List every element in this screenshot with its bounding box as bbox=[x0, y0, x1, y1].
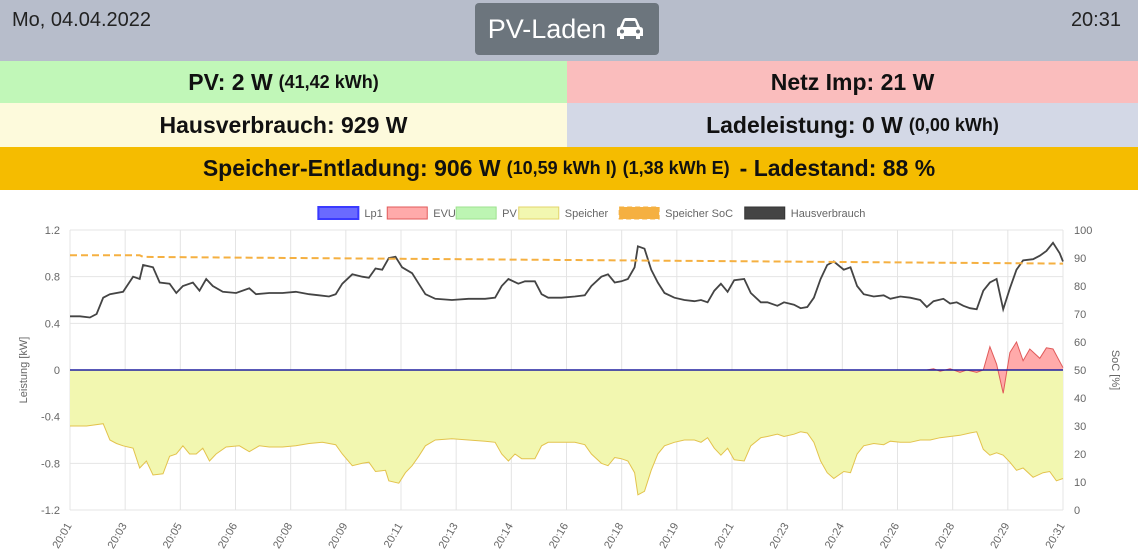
x-tick-label: 20:06 bbox=[216, 521, 240, 551]
y-left-tick-label: 0.4 bbox=[45, 318, 60, 330]
y-left-axis-title: Leistung [kW] bbox=[18, 337, 30, 404]
legend-swatch bbox=[618, 206, 660, 220]
charge-mode-button[interactable]: PV-Laden bbox=[475, 3, 659, 55]
x-tick-label: 20:18 bbox=[602, 521, 626, 551]
y-left-tick-label: -0.8 bbox=[41, 458, 60, 470]
x-tick-label: 20:23 bbox=[768, 521, 792, 551]
y-right-tick-label: 90 bbox=[1074, 253, 1086, 265]
legend-label: Speicher bbox=[565, 208, 609, 220]
grid-tile: Netz Imp: 21 W bbox=[567, 61, 1138, 103]
x-tick-label: 20:03 bbox=[106, 521, 130, 551]
y-right-tick-label: 80 bbox=[1074, 281, 1086, 293]
legend-swatch bbox=[518, 206, 560, 220]
storage-power: Speicher-Entladung: 906 W bbox=[202, 155, 501, 181]
car-icon bbox=[617, 18, 644, 39]
x-tick-label: 20:11 bbox=[382, 521, 406, 550]
y-right-tick-label: 0 bbox=[1074, 505, 1080, 517]
chart-legend: Lp1 EVU PV Speicher Speicher SoC Hausverbrauc… bbox=[317, 206, 866, 220]
speicher-line bbox=[70, 423, 1064, 496]
speicher-area bbox=[70, 370, 1063, 495]
house-tile: Hausverbrauch: 929 W bbox=[0, 103, 567, 147]
house-consumption: Hausverbrauch: 929 W bbox=[159, 111, 408, 138]
x-tick-label: 20:31 bbox=[1043, 521, 1067, 551]
legend-label: Hausverbrauch bbox=[791, 208, 866, 220]
y-right-tick-label: 60 bbox=[1074, 337, 1086, 349]
pv-tile: PV: 2 W (41,42 kWh) bbox=[0, 61, 567, 103]
pv-power: PV: 2 W bbox=[188, 68, 273, 95]
y-left-tick-label: 0 bbox=[54, 365, 60, 377]
y-right-tick-label: 100 bbox=[1074, 225, 1092, 237]
x-tick-label: 20:29 bbox=[988, 521, 1012, 551]
storage-energy-import: (10,59 kWh I) bbox=[506, 158, 617, 178]
x-tick-label: 20:26 bbox=[878, 521, 902, 551]
x-tick-label: 20:14 bbox=[492, 521, 516, 551]
x-tick-label: 20:08 bbox=[271, 521, 295, 551]
charge-mode-label: PV-Laden bbox=[487, 13, 607, 44]
y-left-tick-label: -1.2 bbox=[41, 505, 60, 517]
y-left-tick-label: 1.2 bbox=[45, 225, 60, 237]
x-tick-label: 20:16 bbox=[547, 521, 571, 551]
x-tick-label: 20:21 bbox=[712, 521, 736, 551]
legend-label: PV bbox=[502, 208, 517, 220]
legend-swatch bbox=[744, 206, 786, 220]
storage-soc: - Ladestand: 88 % bbox=[739, 155, 936, 181]
grid-power: Netz Imp: 21 W bbox=[770, 68, 935, 95]
pv-energy: (41,42 kWh) bbox=[278, 71, 379, 92]
y-right-tick-label: 40 bbox=[1074, 393, 1086, 405]
legend-label: EVU bbox=[433, 208, 456, 220]
y-right-tick-label: 70 bbox=[1074, 309, 1086, 321]
date-display: Mo, 04.04.2022 bbox=[12, 9, 151, 31]
y-right-tick-label: 20 bbox=[1074, 449, 1086, 461]
charge-power: Ladeleistung: 0 W bbox=[706, 111, 903, 138]
legend-label: Speicher SoC bbox=[665, 208, 733, 220]
x-tick-label: 20:19 bbox=[657, 521, 681, 551]
header-bar: Mo, 04.04.2022 PV-Laden 20:31 bbox=[0, 0, 1138, 61]
legend-label: Lp1 bbox=[364, 208, 382, 220]
x-tick-label: 20:05 bbox=[161, 521, 185, 551]
storage-energy-export: (1,38 kWh E) bbox=[622, 158, 730, 178]
y-left-tick-label: 0.8 bbox=[45, 272, 60, 284]
legend-swatch bbox=[317, 206, 360, 220]
hausverbrauch-line bbox=[70, 241, 1064, 319]
legend-swatch bbox=[455, 206, 497, 220]
x-tick-label: 20:01 bbox=[50, 521, 74, 551]
time-display: 20:31 bbox=[1070, 9, 1121, 31]
legend-swatch bbox=[386, 206, 428, 220]
speicher-soc-line bbox=[70, 254, 1064, 265]
y-right-axis-title: SoC [%] bbox=[1109, 350, 1121, 390]
x-tick-label: 20:24 bbox=[823, 521, 847, 551]
x-tick-label: 20:09 bbox=[326, 521, 350, 551]
charge-energy: (0,00 kWh) bbox=[908, 114, 999, 135]
x-tick-label: 20:13 bbox=[437, 521, 461, 551]
charge-tile: Ladeleistung: 0 W (0,00 kWh) bbox=[567, 103, 1138, 147]
y-left-tick-label: -0.4 bbox=[41, 412, 60, 424]
x-tick-label: 20:28 bbox=[933, 521, 957, 551]
y-right-tick-label: 30 bbox=[1074, 421, 1086, 433]
storage-tile: Speicher-Entladung: 906 W (10,59 kWh I) … bbox=[0, 147, 1138, 190]
y-right-tick-label: 10 bbox=[1074, 477, 1086, 489]
chart-series bbox=[70, 241, 1064, 496]
power-chart: Lp1 EVU PV Speicher Speicher SoC Hausverbrauc… bbox=[18, 206, 1121, 551]
y-right-tick-label: 50 bbox=[1074, 365, 1086, 377]
